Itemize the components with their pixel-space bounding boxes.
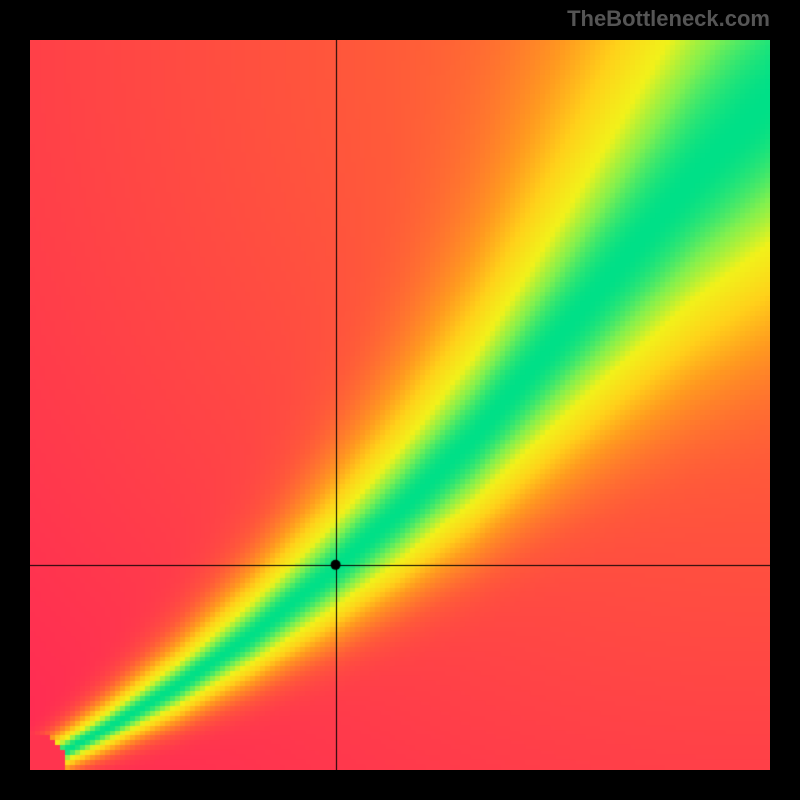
- attribution-text: TheBottleneck.com: [567, 6, 770, 32]
- bottleneck-heatmap: [30, 40, 770, 770]
- chart-container: { "attribution": { "text": "TheBottlenec…: [0, 0, 800, 800]
